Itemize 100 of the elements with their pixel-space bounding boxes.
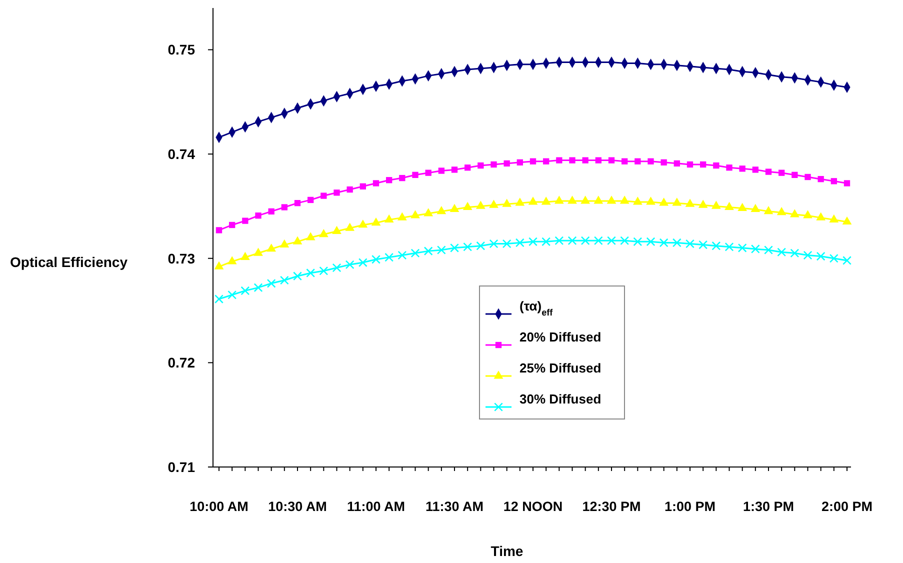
point [345, 222, 355, 231]
point [240, 252, 250, 260]
point [568, 236, 577, 246]
point [672, 198, 682, 206]
point [712, 241, 721, 250]
y-tick-label: 0.75 [168, 42, 196, 58]
point [818, 176, 824, 182]
point [462, 202, 472, 210]
point [424, 208, 434, 216]
point [410, 210, 420, 218]
point [698, 240, 708, 250]
point [594, 236, 603, 246]
point [306, 268, 316, 278]
point [816, 252, 826, 261]
point [724, 202, 734, 210]
point [830, 178, 837, 184]
point [620, 236, 630, 246]
point [227, 256, 237, 264]
point [724, 242, 734, 252]
point [318, 228, 328, 238]
y-tick-label: 0.74 [168, 146, 196, 162]
point [332, 226, 342, 234]
x-tick-label: 10:00 AM [190, 499, 248, 514]
point [319, 266, 328, 276]
point [528, 196, 538, 205]
legend-label: 30% Diffused [520, 392, 602, 407]
point [660, 159, 667, 166]
x-tick-label: 10:30 AM [268, 499, 327, 514]
point [622, 158, 628, 164]
point [804, 174, 811, 180]
x-tick-label: 1:30 PM [742, 499, 794, 514]
point [384, 252, 394, 262]
point [842, 256, 852, 265]
point [606, 196, 616, 204]
point [476, 200, 486, 209]
point [229, 222, 236, 228]
point [489, 200, 498, 208]
y-tick-label: 0.72 [168, 354, 196, 371]
point [358, 258, 368, 268]
point [502, 198, 512, 207]
point [397, 212, 407, 220]
point [438, 168, 444, 174]
point [254, 248, 263, 256]
point [266, 244, 276, 252]
point [634, 158, 641, 164]
legend-label: 25% Diffused [520, 360, 602, 376]
point [424, 246, 433, 256]
point [726, 164, 732, 171]
point [674, 160, 680, 167]
y-axis-title: Optical Efficiency [10, 254, 128, 270]
point [764, 206, 774, 214]
point [750, 204, 760, 212]
point [292, 236, 302, 244]
point [216, 227, 222, 234]
point [360, 183, 366, 190]
point [750, 244, 760, 254]
point [764, 246, 773, 254]
point [478, 162, 484, 169]
point [476, 241, 486, 250]
point [425, 170, 432, 176]
point [450, 243, 459, 252]
point [542, 237, 551, 246]
point [386, 177, 392, 184]
legend-label: (τα)$_{eff}$ [520, 298, 554, 318]
point [398, 250, 407, 260]
y-tick-label: 0.73 [168, 250, 196, 266]
point [739, 166, 746, 172]
point [306, 232, 316, 240]
point [464, 164, 471, 171]
point [320, 192, 327, 199]
point [372, 254, 380, 264]
point [844, 180, 850, 186]
x-axis-title: Time [490, 542, 524, 559]
point [528, 237, 538, 246]
point [686, 239, 694, 248]
point [372, 180, 380, 186]
point [842, 216, 852, 225]
point [569, 157, 576, 164]
point [778, 170, 785, 176]
point [451, 166, 458, 173]
point [358, 220, 368, 228]
legend-label: 20% Diffused [520, 330, 602, 345]
point [792, 172, 798, 178]
y-tick-label: 0.71 [168, 458, 196, 475]
point [281, 204, 288, 210]
point [594, 196, 604, 204]
point [280, 239, 290, 248]
point [829, 254, 838, 263]
x-tick-label: 2:00 PM [821, 499, 873, 514]
point [632, 196, 642, 205]
x-tick-label: 12 NOON [503, 499, 563, 514]
point [685, 198, 695, 207]
point [648, 158, 654, 164]
point [580, 236, 590, 246]
point [752, 166, 758, 173]
point [646, 196, 656, 205]
point [254, 283, 263, 292]
point [463, 242, 472, 252]
point [504, 160, 510, 167]
point [516, 159, 523, 166]
